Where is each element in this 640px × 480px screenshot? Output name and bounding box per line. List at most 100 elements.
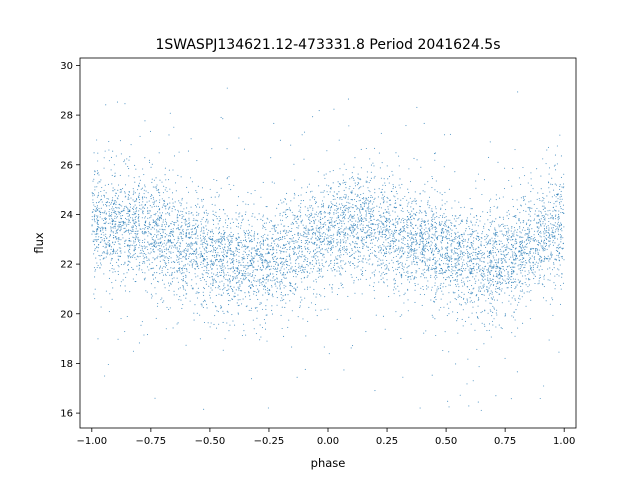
- data-point: [275, 285, 277, 287]
- data-point: [298, 250, 300, 252]
- data-point: [393, 233, 395, 235]
- data-point: [359, 204, 362, 206]
- data-point: [416, 261, 418, 263]
- data-point: [471, 241, 473, 244]
- data-point: [138, 182, 140, 184]
- data-point: [137, 238, 139, 240]
- data-point: [108, 160, 110, 162]
- data-point: [324, 210, 326, 213]
- data-point: [470, 208, 472, 210]
- data-point: [491, 291, 493, 293]
- data-point: [301, 134, 303, 136]
- data-point: [444, 237, 446, 239]
- data-point: [365, 278, 367, 281]
- data-point: [153, 272, 155, 274]
- data-point: [529, 250, 531, 252]
- data-point: [522, 246, 524, 248]
- data-point: [138, 184, 140, 186]
- data-point: [392, 289, 395, 291]
- data-point: [511, 227, 513, 229]
- data-point: [140, 228, 142, 230]
- data-point: [449, 284, 451, 286]
- data-point: [458, 201, 460, 203]
- data-point: [251, 264, 253, 266]
- data-point: [547, 214, 549, 216]
- data-point: [92, 211, 94, 213]
- data-point: [511, 332, 513, 334]
- data-point: [155, 186, 157, 188]
- data-point: [153, 243, 155, 245]
- data-point: [267, 264, 270, 266]
- data-point: [322, 275, 324, 277]
- data-point: [275, 291, 278, 293]
- data-point: [144, 224, 146, 226]
- data-point: [142, 262, 144, 264]
- data-point: [426, 265, 428, 267]
- data-point: [132, 219, 134, 221]
- data-point: [514, 288, 516, 290]
- data-point: [247, 274, 249, 276]
- data-point: [325, 173, 327, 175]
- data-point: [286, 192, 288, 194]
- data-point: [465, 252, 467, 254]
- data-point: [403, 222, 405, 224]
- data-point: [245, 211, 247, 213]
- data-point: [165, 253, 167, 255]
- data-point: [498, 286, 500, 289]
- data-point: [530, 290, 532, 292]
- data-point: [213, 262, 215, 264]
- data-point: [266, 267, 268, 269]
- data-point: [274, 282, 276, 284]
- data-point: [536, 207, 538, 210]
- data-point: [337, 230, 339, 232]
- data-point: [463, 263, 465, 266]
- data-point: [207, 244, 209, 246]
- data-point: [381, 222, 383, 224]
- data-point: [508, 300, 510, 302]
- data-point: [323, 239, 325, 241]
- data-point: [467, 241, 469, 243]
- data-point: [384, 268, 386, 270]
- data-point: [456, 280, 458, 282]
- data-point: [330, 218, 332, 220]
- data-point: [419, 259, 421, 261]
- data-point: [195, 237, 197, 239]
- data-point: [501, 253, 503, 255]
- data-point: [442, 228, 444, 230]
- data-point: [126, 206, 128, 209]
- data-point: [342, 213, 345, 215]
- data-point: [422, 269, 424, 271]
- data-point: [93, 218, 95, 220]
- data-point: [534, 210, 536, 212]
- data-point: [371, 252, 373, 254]
- data-point: [106, 198, 108, 200]
- data-point: [377, 225, 379, 227]
- data-point: [410, 245, 412, 247]
- data-point: [394, 230, 396, 232]
- data-point: [241, 257, 243, 259]
- data-point: [464, 239, 466, 241]
- data-point: [259, 282, 261, 284]
- data-point: [126, 272, 128, 274]
- data-point: [526, 238, 528, 241]
- data-point: [117, 240, 119, 242]
- data-point: [512, 263, 514, 265]
- data-point: [415, 244, 417, 246]
- data-point: [262, 214, 264, 216]
- data-point: [350, 226, 352, 228]
- data-point: [415, 203, 417, 205]
- data-point: [112, 250, 114, 252]
- data-point: [267, 243, 269, 245]
- data-point: [543, 235, 545, 237]
- data-point: [477, 173, 480, 175]
- data-point: [130, 197, 132, 199]
- data-point: [197, 254, 199, 256]
- data-point: [194, 304, 196, 306]
- data-point: [129, 206, 131, 208]
- data-point: [206, 214, 208, 216]
- data-point: [165, 220, 167, 222]
- data-point: [385, 264, 387, 266]
- data-point: [195, 223, 197, 225]
- data-point: [490, 283, 492, 285]
- data-point: [332, 204, 334, 206]
